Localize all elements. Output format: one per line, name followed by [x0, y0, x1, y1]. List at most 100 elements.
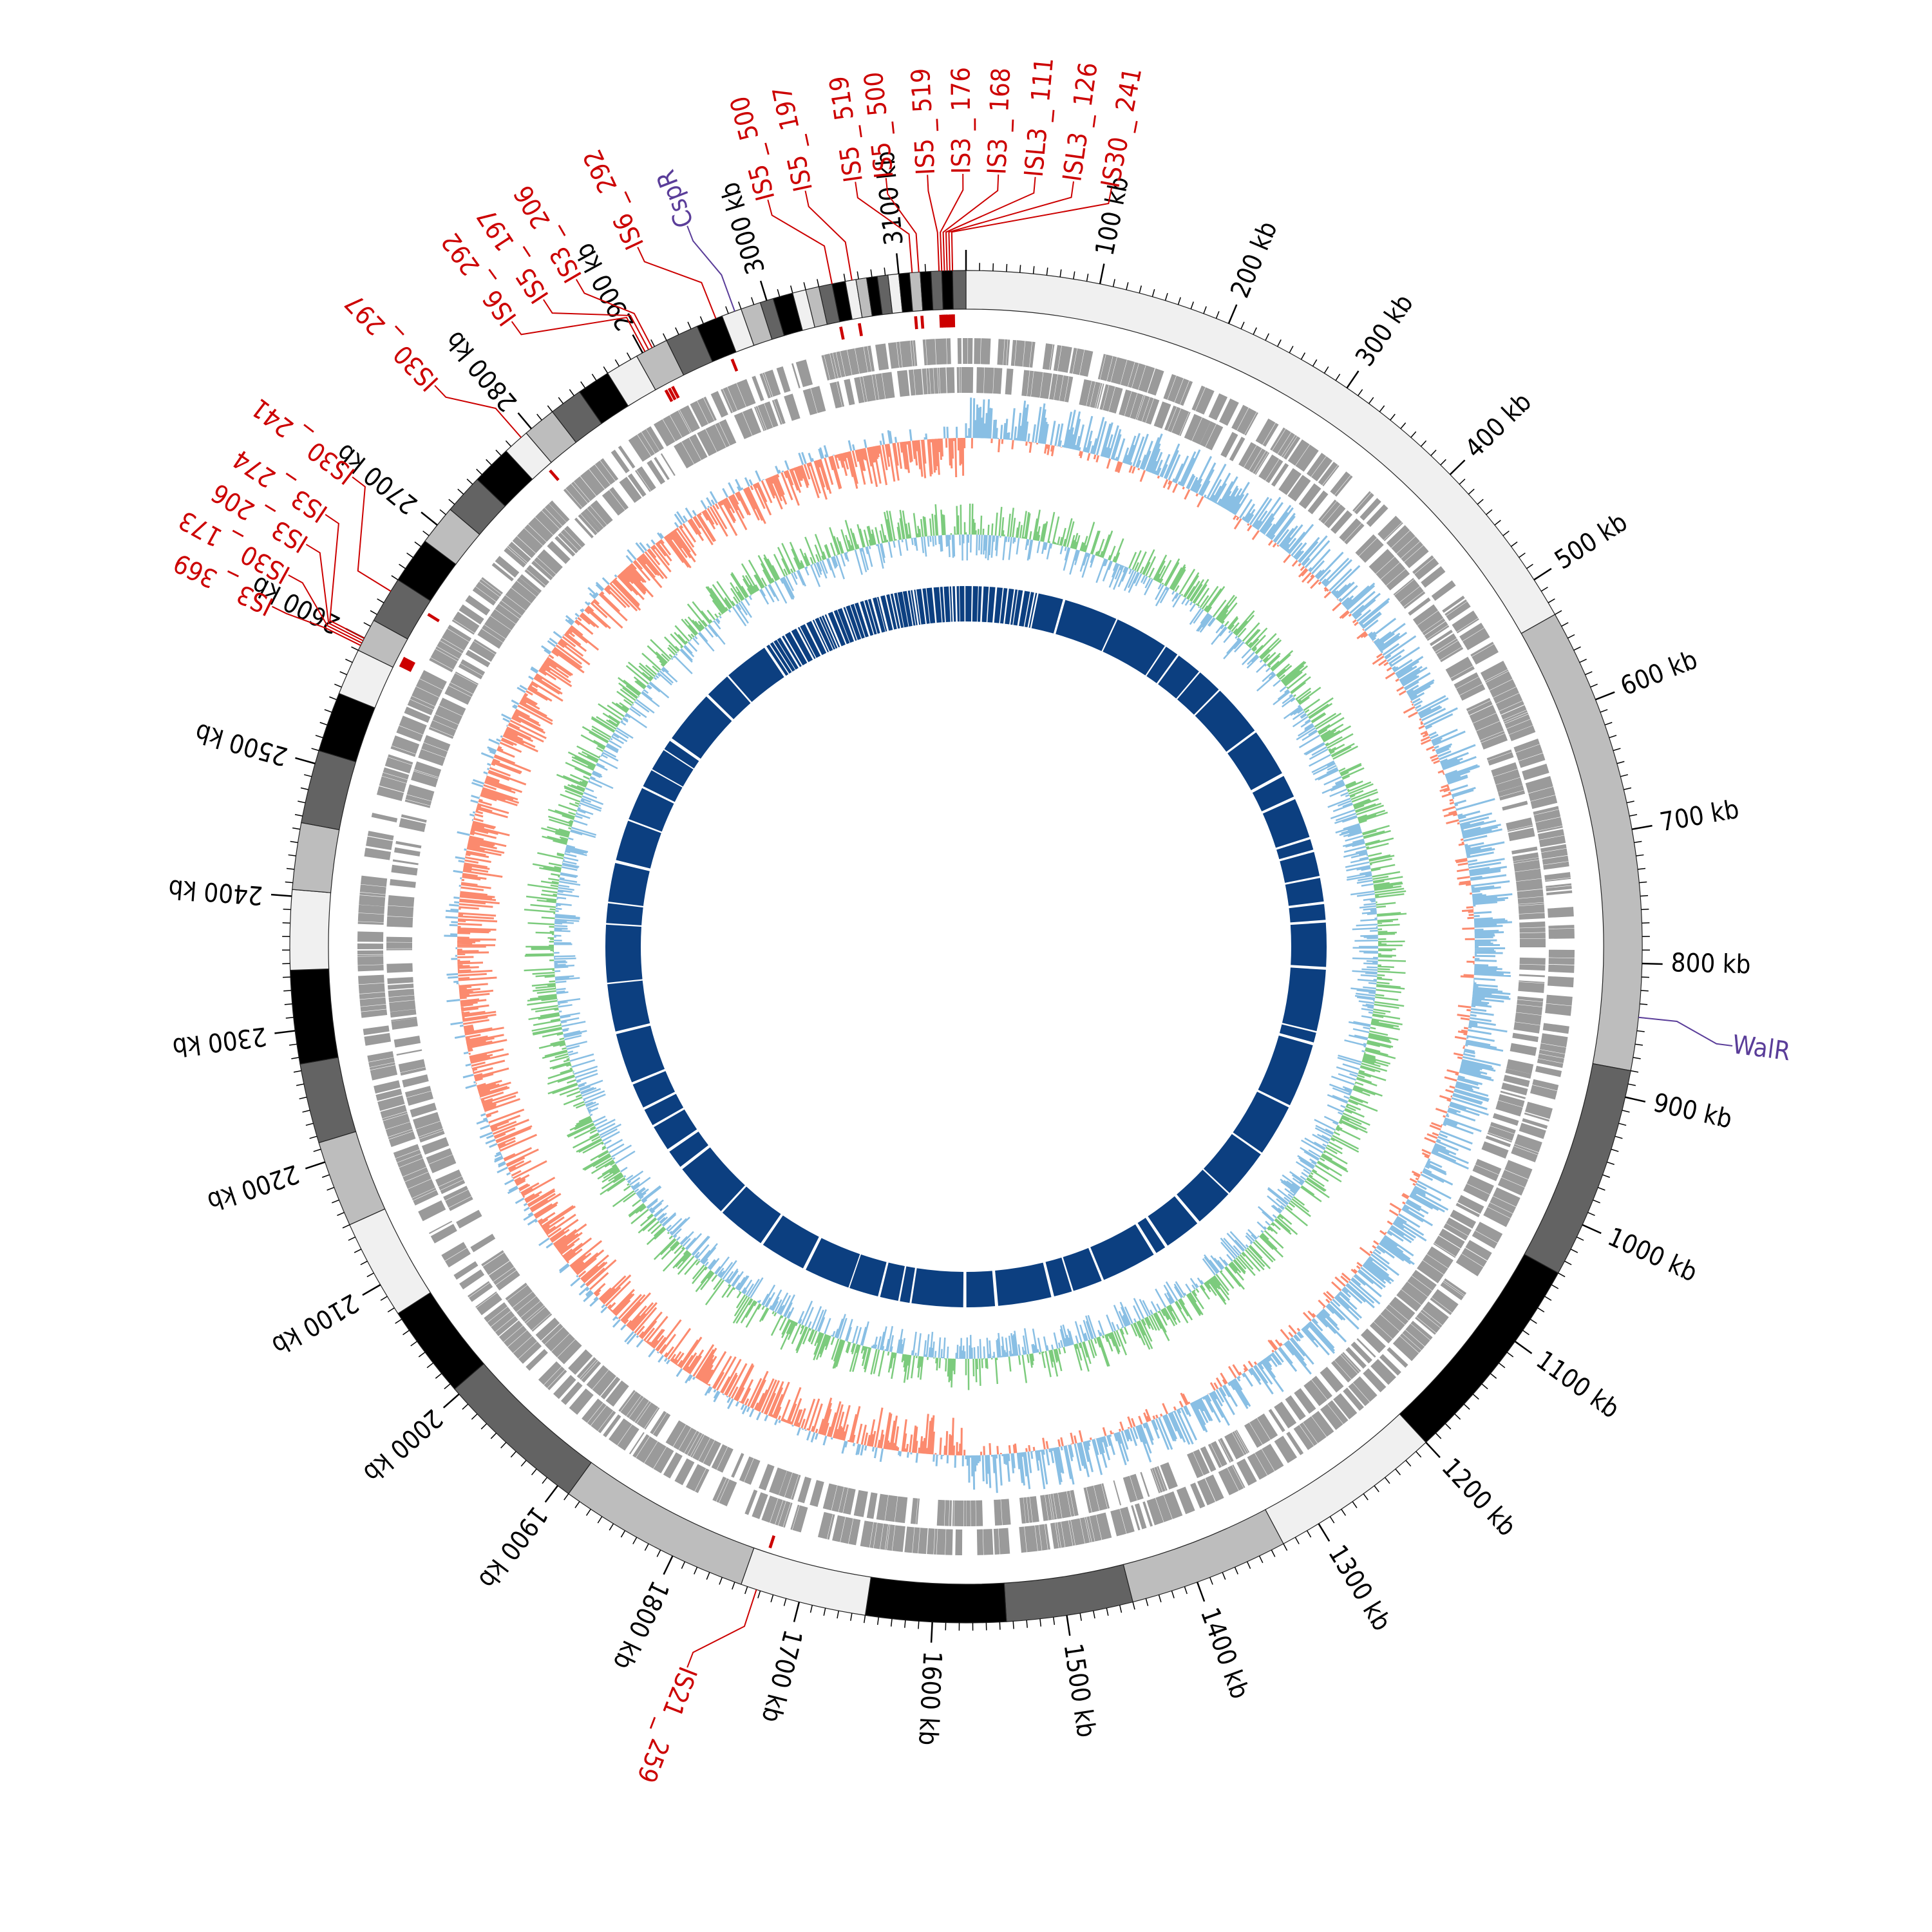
- gene-segment: [1424, 621, 1448, 639]
- gene-segment: [1462, 628, 1490, 650]
- gene-segment: [927, 1528, 935, 1555]
- gene-segment: [620, 1391, 641, 1416]
- coverage-block: [1276, 839, 1314, 860]
- gene-segment: [398, 1059, 426, 1073]
- coverage-block: [815, 618, 833, 652]
- gene-segment: [1191, 385, 1206, 411]
- gene-segment: [429, 1220, 453, 1235]
- gene-segment: [1507, 825, 1533, 832]
- ideogram-ring: [289, 270, 1643, 1624]
- gene-segment: [1333, 1393, 1358, 1419]
- gene-segment: [1403, 591, 1426, 609]
- major-tick: [1514, 1340, 1533, 1354]
- minor-tick: [1498, 1362, 1506, 1368]
- gene-segment: [1311, 1410, 1334, 1437]
- gene-segment: [1232, 1431, 1247, 1455]
- gene-segment: [419, 1130, 445, 1143]
- gene-segment: [377, 1095, 405, 1112]
- gene-segment: [1522, 763, 1549, 781]
- is-element-mark-15: [427, 612, 440, 623]
- gene-segment: [1490, 1122, 1516, 1134]
- coverage-block: [949, 586, 953, 622]
- minor-tick: [327, 1187, 335, 1191]
- is-element-label-7: ISL3 _ 111: [1019, 56, 1059, 178]
- minor-tick: [1420, 440, 1427, 447]
- gene-segment: [860, 376, 867, 402]
- gene-segment: [1285, 1395, 1306, 1421]
- gene-segment: [847, 348, 860, 375]
- gene-segment: [1412, 1269, 1437, 1291]
- minor-tick: [1490, 1373, 1497, 1379]
- gene-segment: [727, 383, 746, 411]
- gene-segment: [824, 354, 836, 380]
- gene-segment: [1541, 848, 1568, 859]
- gene-segment: [358, 904, 385, 914]
- gene-segment: [1236, 1458, 1257, 1486]
- minor-tick: [299, 1096, 307, 1100]
- gene-segment: [448, 682, 473, 697]
- minor-tick: [360, 1260, 368, 1265]
- gene-segment: [759, 1464, 775, 1491]
- gene-segment: [1210, 1441, 1227, 1467]
- gene-segment: [1493, 1187, 1520, 1207]
- gene-segment: [1511, 846, 1538, 855]
- gene-segment: [926, 368, 931, 395]
- gene-segment: [432, 714, 459, 730]
- gene-segment: [1135, 395, 1145, 420]
- gene-segment: [1508, 828, 1535, 842]
- coverage-block: [1203, 1133, 1261, 1193]
- minor-tick: [1215, 311, 1220, 319]
- tick-label-1000: 1000 kb: [1603, 1222, 1701, 1288]
- coverage-block: [828, 611, 846, 647]
- gene-segment: [394, 847, 421, 857]
- tick-label-1600: 1600 kb: [913, 1651, 947, 1747]
- gene-segment: [444, 685, 472, 705]
- minor-tick: [448, 498, 455, 505]
- gene-segment: [528, 516, 553, 542]
- minor-tick: [1234, 1567, 1238, 1575]
- gene-segment: [833, 352, 842, 378]
- minor-tick: [1312, 359, 1318, 367]
- coverage-block: [972, 586, 978, 622]
- gene-segment: [386, 942, 413, 949]
- minor-tick: [1640, 990, 1649, 992]
- gene-segment: [441, 629, 469, 651]
- is-element-mark-11: [671, 386, 680, 399]
- gene-segment: [1548, 958, 1575, 965]
- minor-tick: [1384, 1477, 1390, 1484]
- minor-tick: [289, 1043, 298, 1046]
- gene-segment: [498, 600, 522, 619]
- gene-segment: [396, 725, 423, 742]
- minor-tick: [1190, 301, 1194, 310]
- minor-tick: [1530, 1318, 1537, 1324]
- gene-segment: [632, 1434, 650, 1458]
- gene-segment: [736, 379, 756, 407]
- gene-segment: [739, 1456, 754, 1482]
- gene-segment: [470, 1233, 496, 1253]
- gene-segment: [495, 603, 520, 624]
- minor-tick: [837, 1611, 839, 1619]
- gene-segment: [1247, 1453, 1267, 1480]
- gc-skew-negative: [457, 437, 1475, 1456]
- gene-segment: [387, 977, 413, 985]
- tick-label-2500: 2500 kb: [192, 717, 291, 771]
- gene-segment: [1021, 370, 1030, 397]
- gene-segment: [568, 1349, 593, 1375]
- minor-tick: [1564, 1260, 1572, 1265]
- gene-segment: [1410, 1320, 1433, 1340]
- minor-tick: [863, 1615, 866, 1624]
- gene-segment: [1370, 1359, 1396, 1385]
- gene-segment: [456, 1209, 482, 1229]
- regulator-label-walr-leader: [1638, 1016, 1733, 1046]
- gene-segment: [1138, 365, 1155, 393]
- minor-tick: [1352, 1501, 1358, 1508]
- minor-tick: [1502, 530, 1510, 536]
- gene-segment: [1236, 1430, 1250, 1453]
- gene-segment: [516, 577, 540, 597]
- minor-tick: [380, 1296, 388, 1301]
- gene-segment: [848, 1518, 861, 1546]
- gene-segment: [717, 1446, 734, 1473]
- coverage-block: [873, 597, 886, 633]
- gene-segment: [488, 1261, 515, 1282]
